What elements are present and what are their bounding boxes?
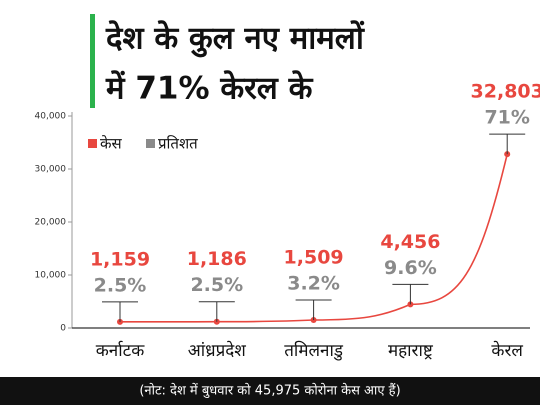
percent-label: 3.2% <box>287 273 340 295</box>
percent-label: 2.5% <box>190 274 243 296</box>
y-tick-label: 30,000 <box>35 165 67 175</box>
x-tick-label: महाराष्ट्र <box>388 341 434 361</box>
percent-label: 9.6% <box>384 257 437 279</box>
legend-label: केस <box>100 135 123 153</box>
title-accent <box>90 14 95 108</box>
y-tick-label: 20,000 <box>35 218 67 228</box>
line <box>119 153 508 323</box>
value-label: 4,456 <box>380 231 440 253</box>
footer-band <box>0 377 540 405</box>
y-tick-label: 10,000 <box>35 271 67 281</box>
y-tick-label: 0 <box>60 324 66 334</box>
x-tick-label: तमिलनाडु <box>284 340 344 361</box>
chart-title: में 71% केरल के <box>105 70 314 107</box>
x-tick-label: आंध्रप्रदेश <box>188 340 247 361</box>
x-tick-label: केरल <box>491 340 523 361</box>
percent-label: 71% <box>484 107 529 129</box>
chart-title: देश के कुल नए मामलों <box>105 20 365 58</box>
value-label: 32,803 <box>471 81 540 103</box>
y-tick-label: 40,000 <box>35 112 67 122</box>
legend-swatch <box>146 139 155 148</box>
value-label: 1,159 <box>90 248 150 270</box>
legend-swatch <box>88 139 97 148</box>
value-label: 1,509 <box>284 247 344 269</box>
x-tick-label: कर्नाटक <box>96 340 145 361</box>
value-label: 1,186 <box>187 248 247 270</box>
legend-label: प्रतिशत <box>158 135 198 153</box>
percent-label: 2.5% <box>94 274 147 296</box>
footer-note: (नोट: देश में बुधवार को 45,975 कोरोना के… <box>139 383 400 399</box>
